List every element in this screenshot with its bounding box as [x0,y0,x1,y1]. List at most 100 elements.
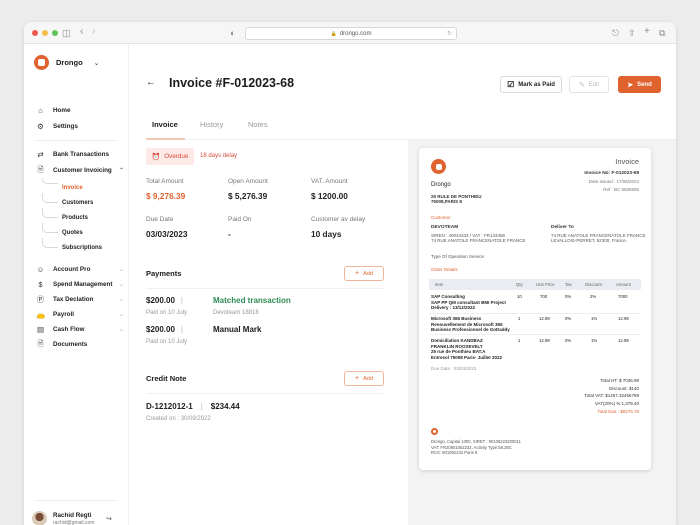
sidebar-subitem-invoice[interactable]: Invoice [62,185,83,191]
qty-cell: 1 [518,338,521,343]
section-divider [146,288,384,289]
tab-bar: Invoice History Notes [146,115,676,140]
detail-line: 74 RUE ANATOLE FRANCENATOLE FRANCE [431,238,526,243]
edit-button[interactable]: ✎ Edit [569,76,609,93]
qty-cell: 1 [518,316,521,321]
column-header: Unit Price [536,282,555,287]
company-name: Drongo [431,182,451,188]
sidebar-item-tax-declaration[interactable]: Ⓟ Tax Declation ⌄ [36,293,124,305]
total-line: VAT(20%) %:1,379.40 [594,400,639,406]
item-line: SAP Consulting [431,294,465,299]
sidebar-subitem-products[interactable]: Products [62,215,89,221]
sidebar-item-label: Home [53,106,71,114]
operation-type: Type Of Operation Service [431,254,485,259]
sidebar-item-documents[interactable]: 🗎 Documents [36,338,124,350]
back-arrow-icon[interactable]: ← [146,77,156,88]
stat-due-date: Due Date 03/03/2023 [146,216,188,239]
sidebar-item-spend-management[interactable]: $ Spend Management ⌄ [36,278,124,290]
user-name: Rachid Regti [53,511,92,519]
sidebar-item-label: Spend Management [53,280,113,288]
send-button[interactable]: ➤ Send [618,76,661,93]
chevron-up-icon: ⌃ [118,167,124,174]
row-divider [429,313,641,314]
plus-icon: + [355,270,360,277]
stat-value: $ 9,276.39 [146,191,186,201]
payment-amount: $200.00 | [146,296,183,305]
sidebar-item-label: Payroll [53,310,74,318]
workspace-switcher[interactable]: Drongo ⌄ [34,55,100,70]
drongo-logo-icon [431,159,446,174]
invoice-preview-panel: Drongo 25 RULE DE PONTHIEU 75008,PARIS 8… [408,140,676,525]
new-tab-icon[interactable]: + [644,26,650,37]
sidebar-subitem-quotes[interactable]: Quotes [62,230,83,236]
sidebar-divider [36,500,116,501]
card-icon: ▤ [36,324,45,334]
detail-line: LEVALLOIS-PERRET, 92300, France. [551,238,627,243]
close-window-button[interactable] [32,30,38,36]
status-badge-label: Overdue [164,153,189,160]
unit-price-cell: 12.99 [539,338,550,343]
tax-cell: 0% [565,316,572,321]
stat-value: $ 5,276.39 [228,191,268,201]
sidebar-toggle-icon[interactable]: ◫ [62,28,71,38]
address-bar[interactable]: 🔒 drongo.com ↻ [245,27,457,40]
browser-window: ◫ ‹ › ◐ 🔒 drongo.com ↻ ⎋ ⇧ + ⧉ Drongo ⌄ … [24,22,676,525]
unit-price-cell: 12.99 [539,316,550,321]
sidebar-item-account-pro[interactable]: ☺ Account Pro ⌄ [36,263,124,275]
sidebar-item-customer-invoicing[interactable]: 🗎 Customer Invoicing ⌃ [36,164,124,176]
item-line: Business Professionnel de GoDaddy [431,327,510,332]
add-credit-note-button[interactable]: + Add [344,371,384,386]
deliver-to-label: Deliver To [551,225,574,230]
privacy-shield-icon[interactable]: ◐ [230,28,236,38]
tabs-overview-icon[interactable]: ⧉ [659,28,666,38]
row-divider [429,334,641,335]
maximize-window-button[interactable] [52,30,58,36]
amount-text: $200.00 [146,296,175,305]
add-payment-button[interactable]: + Add [344,266,384,281]
mark-as-paid-button[interactable]: ☑ Mark as Paid [500,76,562,93]
chevron-down-icon: ⌄ [118,326,124,333]
credit-note-row[interactable]: D-1212012-1 | $234.44 [146,402,240,411]
amount-cell: 12.99 [618,316,629,321]
user-profile[interactable]: Rachid Regti rachid@gmail.com [32,511,94,525]
download-icon[interactable]: ⎋ [612,28,620,38]
tab-notes[interactable]: Notes [248,120,268,129]
forward-nav-icon[interactable]: › [92,26,96,37]
sidebar-item-label: Tax Declation [53,295,94,303]
company-address: 25 RULE DE PONTHIEU 75008,PARIS 8 [431,194,482,204]
minimize-window-button[interactable] [42,30,48,36]
chevron-down-icon: ⌄ [118,266,124,273]
stat-total-amount: Total Amount $ 9,276.39 [146,178,185,201]
stat-value: $ 1200.00 [311,191,348,201]
payments-title: Payments [146,269,182,278]
sidebar-subitem-subscriptions[interactable]: Subscriptions [62,245,103,251]
button-label: Send [637,81,652,88]
stat-value: 10 days [311,229,342,239]
logout-icon[interactable]: ↪ [106,516,112,523]
share-icon[interactable]: ⇧ [628,28,636,38]
invoice-number: Invoice No: F-012023-68 [584,171,639,176]
reload-icon[interactable]: ↻ [446,31,452,37]
sidebar-item-settings[interactable]: ⚙ Settings [36,120,124,132]
sidebar-item-bank-transactions[interactable]: ⇄ Bank Transactions [36,148,124,160]
stat-value: 03/03/2023 [146,229,188,239]
back-nav-icon[interactable]: ‹ [80,26,84,37]
active-tab-indicator [146,138,185,140]
tab-invoice[interactable]: Invoice [152,120,178,129]
dollar-icon: $ [38,279,43,289]
order-details-label: Order Details [431,267,458,272]
alarm-clock-icon: ⏰ [151,153,161,161]
sidebar-item-home[interactable]: ⌂ Home [36,104,124,116]
item-line: Microsoft 365 Business [431,316,482,321]
discount-cell: 1% [591,338,598,343]
separator: | [180,325,183,334]
payment-description[interactable]: Matched transaction [213,296,291,305]
button-label: Edit [588,81,600,88]
sidebar-subitem-customers[interactable]: Customers [62,200,94,206]
stat-open-amount: Open Amount $ 5,276.39 [228,178,268,201]
chevron-down-icon: ⌄ [118,311,124,318]
sidebar: Drongo ⌄ ⌂ Home ⚙ Settings ⇄ Bank Transa… [24,44,129,525]
sidebar-item-cash-flow[interactable]: ▤ Cash Flow ⌄ [36,323,124,335]
tab-history[interactable]: History [200,120,224,129]
sidebar-item-payroll[interactable]: 👝 Payroll ⌄ [36,308,124,320]
